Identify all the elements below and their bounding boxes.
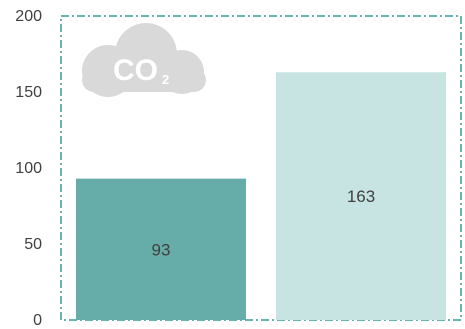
- y-tick-label: 200: [15, 8, 42, 25]
- co2-cloud-icon: CO 2: [82, 23, 206, 97]
- y-tick-label: 150: [15, 84, 42, 101]
- plot-frame: [60, 15, 462, 321]
- bar: [276, 72, 446, 321]
- bar-value-label: 163: [347, 187, 375, 206]
- bar: [76, 178, 246, 320]
- y-axis: 0 50 100 150 200: [15, 8, 42, 329]
- y-tick-label: 0: [33, 312, 42, 329]
- bar-value-label: 93: [152, 240, 171, 259]
- bars: 93 163: [76, 72, 446, 321]
- y-tick-label: 50: [24, 236, 42, 253]
- co2-subscript: 2: [162, 72, 169, 87]
- co2-label: CO: [113, 54, 158, 87]
- y-tick-label: 100: [15, 160, 42, 177]
